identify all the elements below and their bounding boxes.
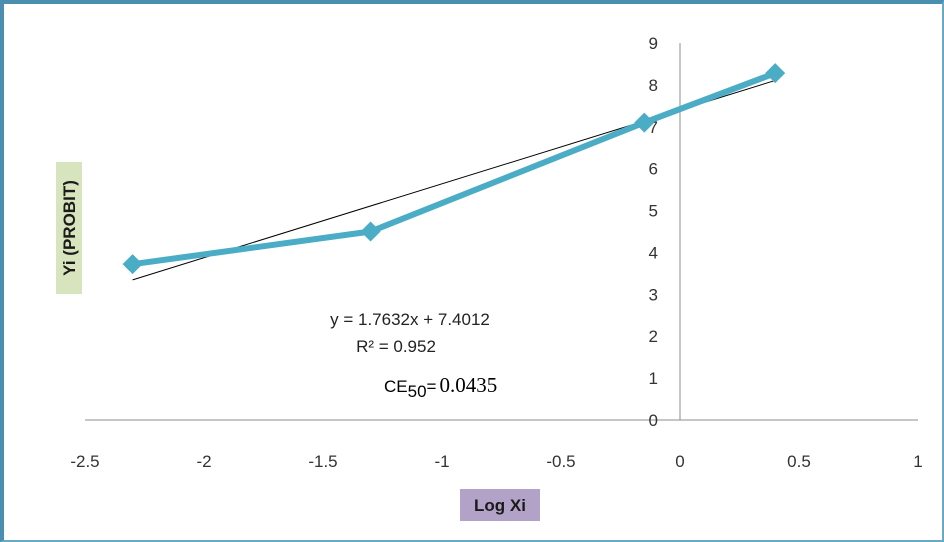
r-squared-label: R² = 0.952 [356, 337, 436, 356]
x-axis-label: Log Xi [474, 496, 526, 515]
tick-labels: -2.5 -2 -1.5 -1 -0.5 0 0.5 1 0 1 2 3 4 5 6 7 8 9 [70, 34, 922, 471]
series-line [132, 70, 777, 268]
y-tick-label: 0 [649, 411, 658, 430]
y-tick-label: 6 [649, 160, 658, 179]
x-tick-label: 0.5 [787, 452, 811, 471]
regression-equation: y = 1.7632x + 7.4012 [330, 310, 490, 329]
x-tick-label: -2 [196, 452, 211, 471]
ce-equals: = [427, 377, 437, 396]
y-axis-label-background [56, 162, 82, 294]
ce-subscript: 50 [408, 382, 427, 401]
data-point-marker [122, 254, 143, 275]
y-tick-label: 4 [649, 243, 658, 262]
y-tick-label: 3 [649, 285, 658, 304]
x-axis-label-background [460, 489, 540, 521]
x-tick-label: -1 [434, 452, 449, 471]
ce50-annotation: CE50= 0.0435 [384, 373, 497, 401]
y-tick-label: 5 [649, 202, 658, 221]
data-point-marker [360, 221, 381, 242]
x-tick-label: 0 [675, 452, 684, 471]
x-tick-label: -1.5 [308, 452, 337, 471]
y-tick-label: 9 [649, 34, 658, 53]
y-tick-label: 7 [649, 118, 658, 137]
y-tick-label: 2 [649, 327, 658, 346]
ce-value: 0.0435 [439, 373, 497, 397]
y-tick-label: 8 [649, 76, 658, 95]
data-point-marker [765, 63, 786, 84]
x-tick-label: -2.5 [70, 452, 99, 471]
y-axis-label: Yi (PROBIT) [60, 180, 79, 276]
ce-prefix: CE [384, 377, 408, 396]
x-tick-label: 1 [913, 452, 922, 471]
series-group [122, 63, 786, 275]
y-tick-label: 1 [649, 369, 658, 388]
x-tick-label: -0.5 [546, 452, 575, 471]
data-point-marker [634, 112, 655, 133]
